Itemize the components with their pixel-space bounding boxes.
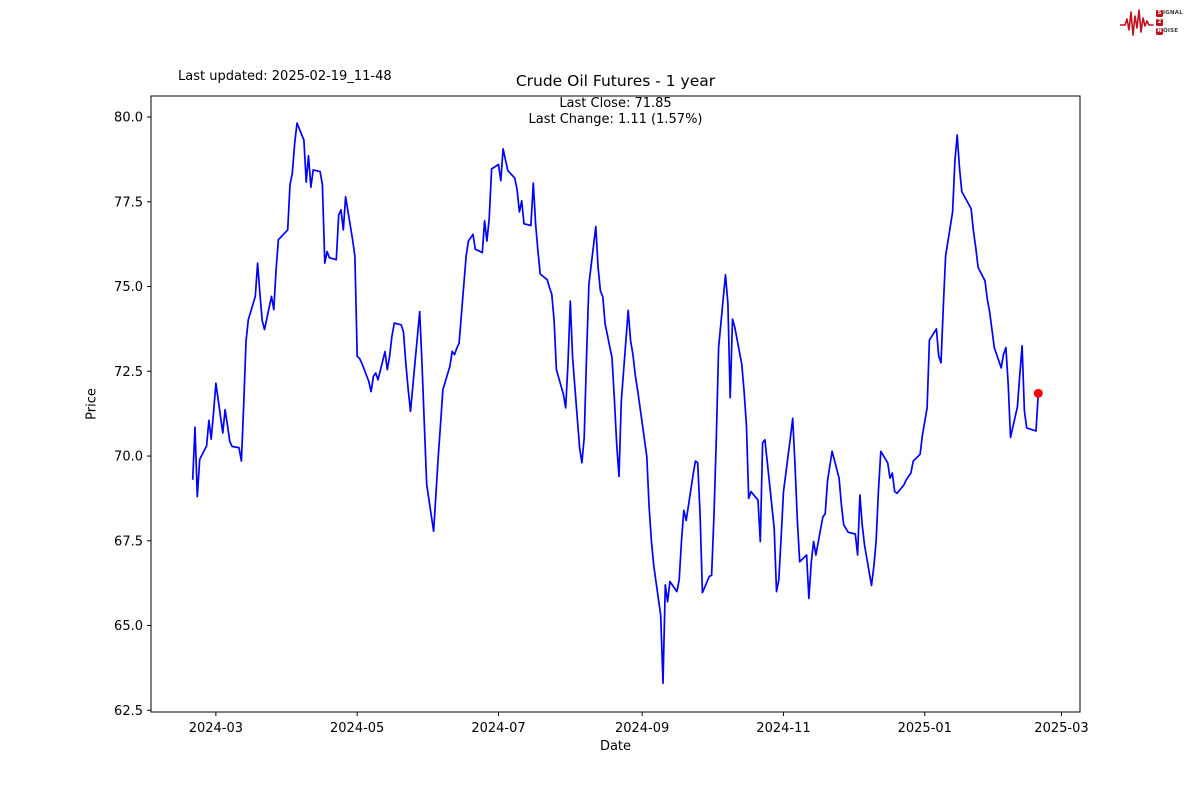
x-axis-label: Date bbox=[599, 739, 632, 754]
x-tick-label: 2024-07 bbox=[471, 721, 525, 736]
logo-text-row: Noise bbox=[1156, 27, 1183, 35]
logo-text-row: 2 bbox=[1156, 18, 1183, 26]
logo-word-rest: ignal bbox=[1163, 10, 1183, 16]
chart-title: Crude Oil Futures - 1 year bbox=[515, 72, 716, 90]
x-tick-label: 2024-05 bbox=[330, 721, 384, 736]
y-tick-label: 62.5 bbox=[114, 704, 143, 719]
logo-initial-letter: S bbox=[1156, 9, 1163, 17]
last-updated-text: Last updated: 2025-02-19_11-48 bbox=[178, 69, 392, 84]
x-tick-label: 2024-03 bbox=[189, 721, 243, 736]
y-tick-label: 77.5 bbox=[114, 195, 143, 210]
price-line bbox=[191, 122, 1040, 685]
x-tick-label: 2025-03 bbox=[1034, 721, 1088, 736]
x-tick-label: 2024-09 bbox=[615, 721, 669, 736]
logo-initial-letter: N bbox=[1156, 27, 1163, 35]
logo-word-rest: oise bbox=[1163, 28, 1179, 34]
plot-border bbox=[150, 95, 1081, 713]
x-tick-label: 2025-01 bbox=[898, 721, 952, 736]
logo-initial-letter: 2 bbox=[1156, 18, 1163, 26]
y-tick-label: 65.0 bbox=[114, 619, 143, 634]
y-tick-label: 75.0 bbox=[114, 280, 143, 295]
logo-text-row: Signal bbox=[1156, 9, 1183, 17]
signal2noise-logo: Signal 2 Noise bbox=[1119, 4, 1190, 44]
title-block: Crude Oil Futures - 1 year Last Close: 7… bbox=[151, 72, 1080, 127]
y-tick-label: 67.5 bbox=[114, 534, 143, 549]
last-price-dot bbox=[1033, 388, 1043, 398]
y-tick-label: 70.0 bbox=[114, 450, 143, 465]
heartbeat-waveform-icon bbox=[1119, 9, 1154, 36]
y-tick-label: 72.5 bbox=[114, 365, 143, 380]
x-tick-label: 2024-11 bbox=[756, 721, 810, 736]
subtitle-last-close: Last Close: 71.85 bbox=[559, 96, 672, 111]
subtitle-last-change: Last Change: 1.11 (1.57%) bbox=[528, 112, 703, 127]
y-tick-label: 80.0 bbox=[114, 111, 143, 126]
